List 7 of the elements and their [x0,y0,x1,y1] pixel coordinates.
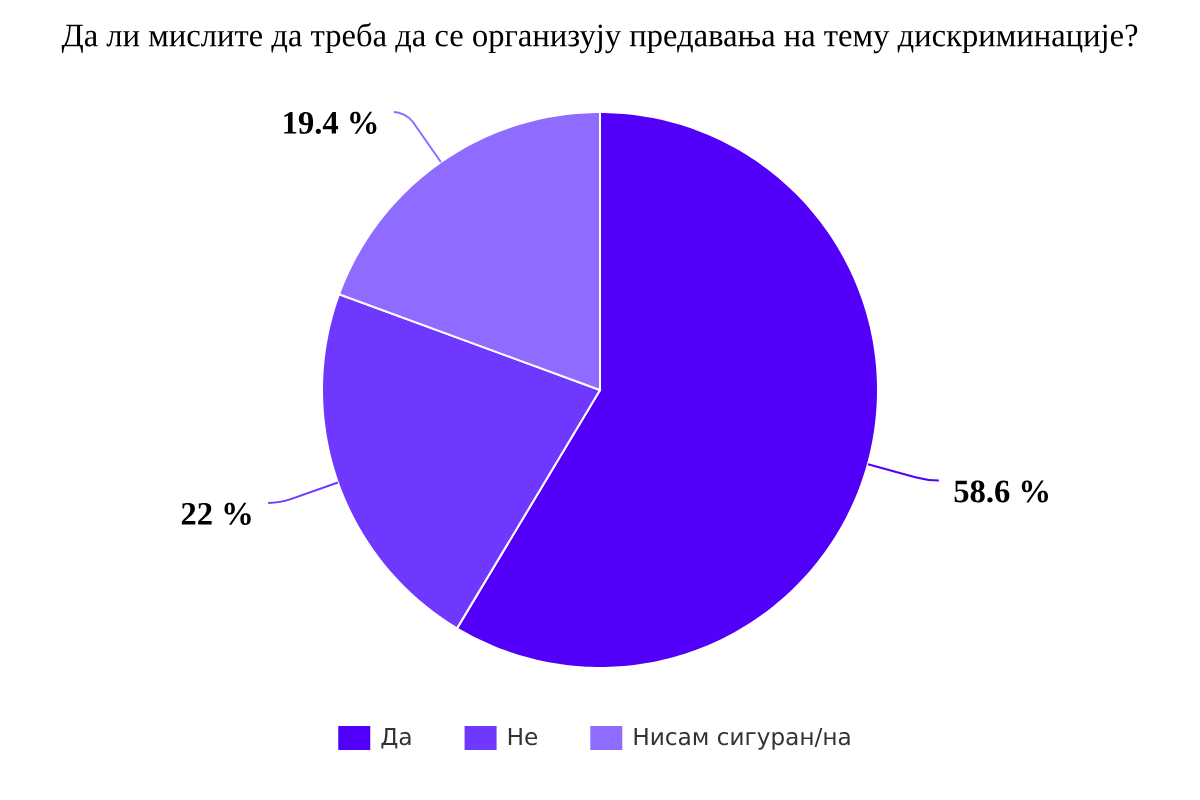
data-label: 22 % [181,502,251,525]
chart-title: Да ли мислите да треба да се организују предавања на тему дискриминације? [61,22,1138,54]
legend-label: Не [508,728,538,746]
data-label: 19.4 % [284,111,377,134]
legend-label: Нисам сигуран/на [634,728,850,750]
legend-label: Да [381,728,411,749]
data-label: 58.6 % [954,480,1048,503]
